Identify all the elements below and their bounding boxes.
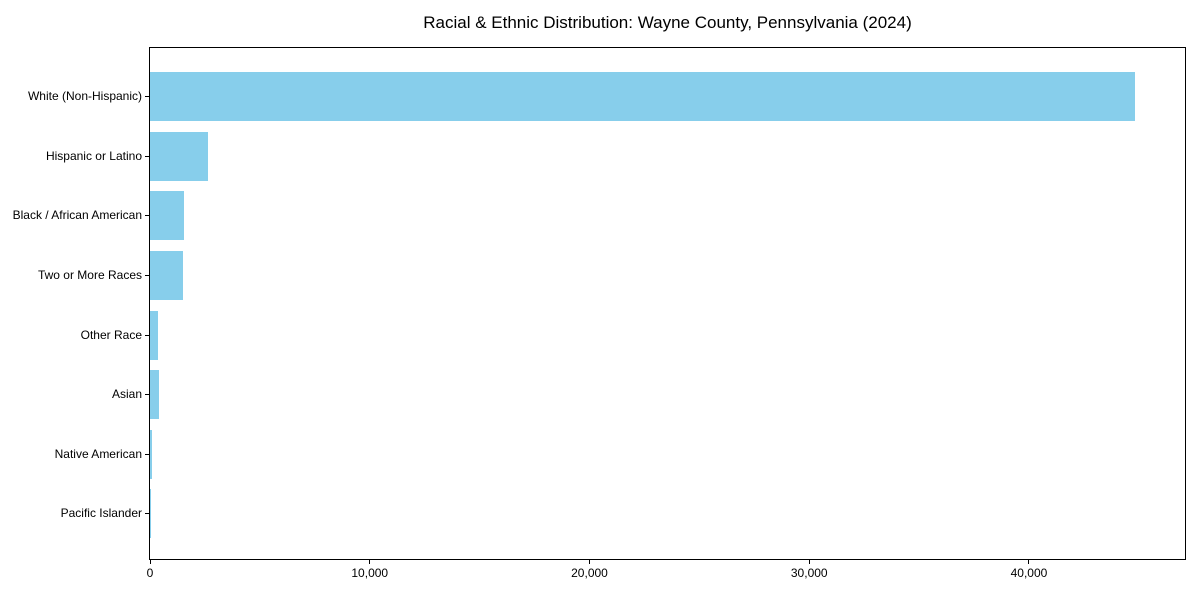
bar-white-non-hispanic [150,72,1136,121]
chart-title: Racial & Ethnic Distribution: Wayne Coun… [423,13,912,32]
y-tick-label: Other Race [80,327,142,342]
y-tick-mark [145,513,149,515]
x-tick-label: 40,000 [1010,566,1048,580]
y-tick-label: Asian [111,387,142,402]
x-tick-label: 10,000 [351,566,389,580]
y-tick-mark [145,334,149,336]
y-tick-mark [145,155,149,157]
y-tick-mark [145,453,149,455]
y-tick-label: Two or More Races [37,267,142,282]
y-tick-label: Native American [54,446,142,461]
y-tick-mark [145,274,149,276]
y-tick-label: Black / African American [12,208,142,223]
bar-black-african-american [150,191,184,241]
bar-two-or-more-races [150,250,183,300]
x-tick-label: 30,000 [790,566,828,580]
x-tick-mark [808,560,810,564]
x-tick-label: 0 [146,566,154,580]
x-tick-mark [149,560,151,564]
y-tick-label: Pacific Islander [60,506,142,521]
bar-other-race [150,310,159,360]
x-tick-mark [588,560,590,564]
y-tick-mark [145,394,149,396]
y-tick-label: White (Non-Hispanic) [27,89,142,103]
y-tick-label: Hispanic or Latino [45,148,142,163]
plot-area [145,47,1186,560]
y-axis-labels: White (Non-Hispanic) Hispanic or Latino Bl… [0,47,142,560]
bar-hispanic-or-latino [150,131,208,181]
x-tick-label: 20,000 [571,566,608,580]
y-tick-mark [145,215,149,217]
x-tick-mark [369,560,371,564]
x-tick-mark [1028,560,1030,564]
y-tick-mark [145,96,149,97]
bar-native-american [150,429,152,479]
bar-asian [150,370,160,420]
